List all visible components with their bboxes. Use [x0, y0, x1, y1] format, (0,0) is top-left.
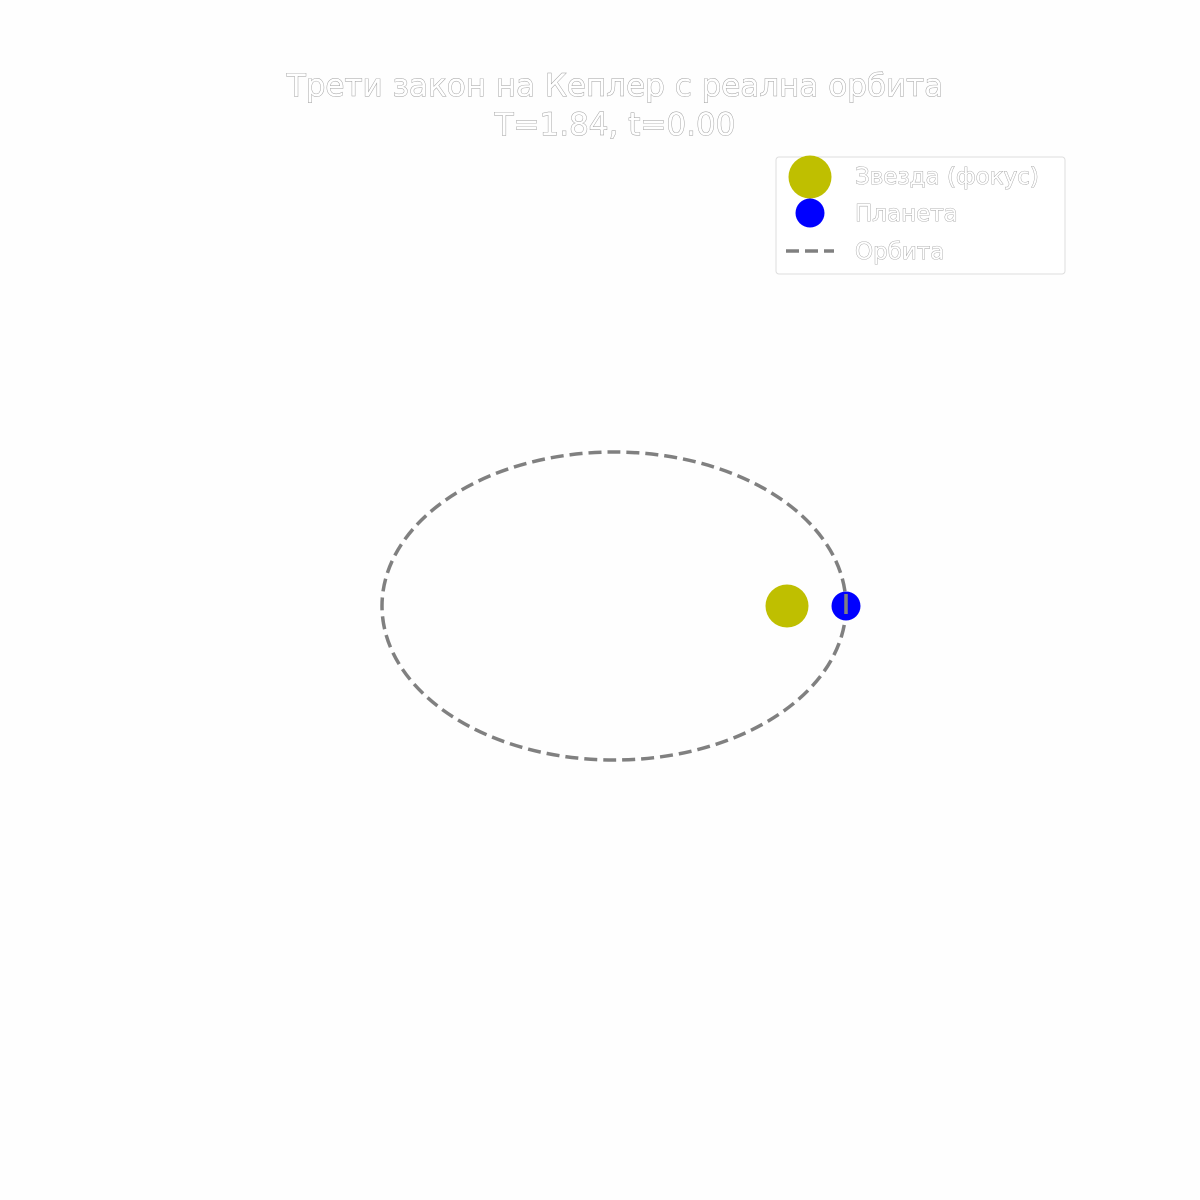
legend-label-planet: Планета — [855, 201, 958, 227]
legend-label-star: Звезда (фокус) — [855, 164, 1039, 190]
legend-planet-marker — [795, 198, 825, 228]
legend-frame — [775, 156, 1066, 275]
star-focus-marker — [765, 584, 809, 628]
figure-title-line-2: T=1.84, t=0.00 — [494, 107, 736, 143]
legend: Звезда (фокус) Планета Орбита — [775, 155, 1066, 275]
legend-label-orbit: Орбита — [855, 239, 944, 265]
legend-star-marker — [788, 155, 832, 199]
figure-title-line-1: Трети закон на Кеплер с реална орбита — [286, 68, 943, 104]
